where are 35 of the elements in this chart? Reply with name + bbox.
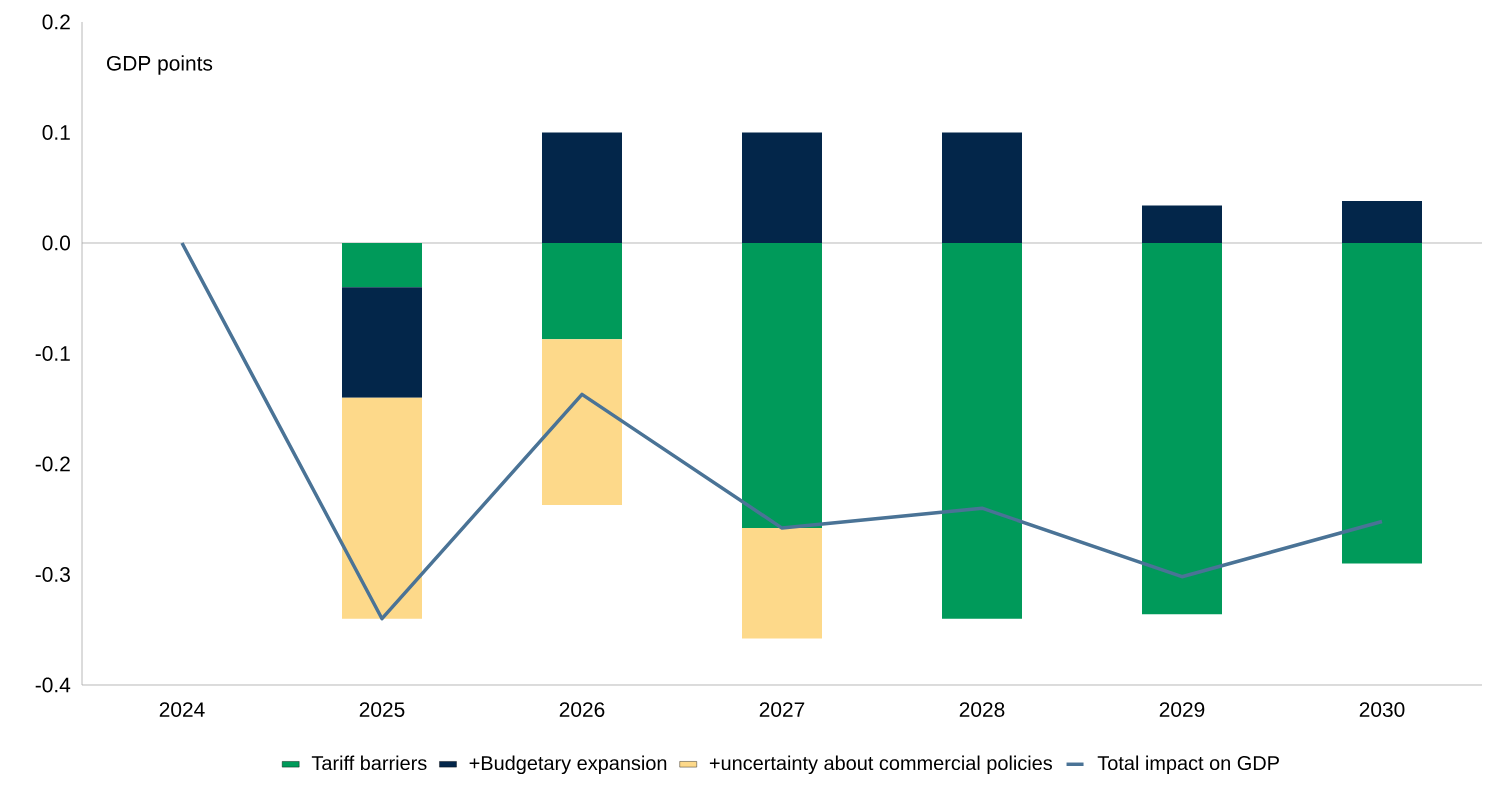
bar (942, 242, 1022, 619)
bar (1342, 242, 1422, 564)
bar (942, 132, 1022, 243)
bar (1142, 242, 1222, 615)
x-tick-label: 2028 (959, 702, 1005, 717)
bar (1142, 205, 1222, 243)
legend-label: +uncertainty about commercial policies (709, 755, 1052, 775)
x-tick-label: 2027 (759, 702, 805, 717)
y-tick-label: -0.3 (35, 567, 70, 582)
y-tick-label: 0.2 (42, 14, 70, 30)
y-axis-title: GDP points (107, 55, 213, 75)
y-tick-label: 0.0 (42, 235, 71, 251)
x-tick-label: 2024 (159, 702, 205, 717)
bar (342, 242, 422, 288)
bar (542, 242, 622, 340)
bar (542, 132, 622, 243)
legend-label: +Budgetary expansion (469, 755, 667, 775)
y-tick-label: -0.4 (35, 677, 71, 693)
y-tick-label: -0.2 (35, 456, 70, 472)
bar (1342, 201, 1422, 243)
x-tick-label: 2029 (1159, 702, 1205, 717)
line-series (180, 241, 1384, 621)
x-tick-label: 2026 (559, 702, 605, 717)
y-tick-label: -0.1 (35, 346, 70, 361)
bar (542, 339, 622, 505)
x-tick-label: 2025 (359, 702, 405, 717)
bar (742, 528, 822, 639)
y-tick-label: 0.1 (42, 125, 70, 140)
bar (342, 287, 422, 398)
bar (342, 397, 422, 619)
bar (742, 242, 822, 529)
x-tick-label: 2030 (1359, 702, 1405, 717)
legend-label: Tariff barriers (311, 755, 427, 771)
legend-label: Total impact on GDP (1097, 755, 1279, 775)
bar (742, 132, 822, 243)
